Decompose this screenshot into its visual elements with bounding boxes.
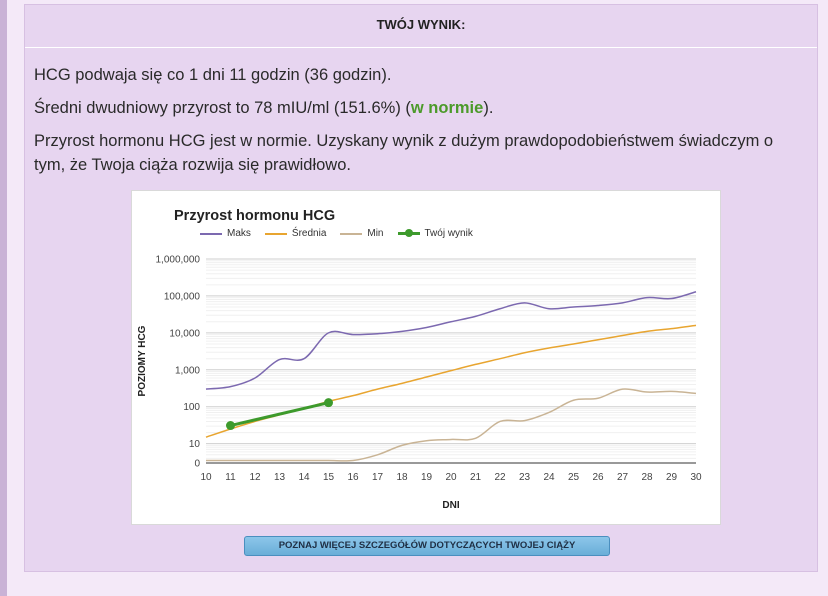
norm-status: w normie	[410, 99, 484, 117]
x-tick-label: 27	[617, 472, 629, 483]
average-increase-prefix: Średni dwudniowy przyrost to 78 mIU/ml (…	[34, 99, 411, 117]
x-tick-label: 17	[372, 472, 384, 483]
legend-label-your-result: Twój wynik	[424, 228, 473, 239]
x-tick-label: 30	[690, 472, 702, 483]
left-accent-bar	[0, 0, 7, 596]
y-tick-label: 1,000	[175, 365, 200, 376]
x-tick-label: 25	[568, 472, 580, 483]
legend-label-max: Maks	[227, 228, 251, 239]
x-tick-label: 14	[298, 472, 310, 483]
learn-more-button[interactable]: POZNAJ WIĘCEJ SZCZEGÓŁÓW DOTYCZĄCYCH TWO…	[244, 536, 610, 556]
legend-swatch-min	[340, 232, 363, 235]
x-axis-title: DNI	[442, 500, 459, 511]
x-tick-label: 19	[421, 472, 433, 483]
legend-item-max[interactable]: Maks	[200, 228, 251, 239]
divider	[25, 47, 817, 48]
x-tick-label: 28	[641, 472, 653, 483]
x-tick-label: 11	[225, 472, 236, 483]
legend-item-your-result[interactable]: Twój wynik	[397, 228, 473, 239]
average-increase-text: Średni dwudniowy przyrost to 78 mIU/ml (…	[34, 96, 797, 120]
x-tick-label: 16	[347, 472, 359, 483]
chart-title: Przyrost hormonu HCG	[174, 208, 336, 224]
legend-item-average[interactable]: Średnia	[264, 228, 327, 239]
x-tick-label: 26	[592, 472, 604, 483]
y-tick-label: 1,000,000	[156, 255, 201, 266]
series-point-your-result	[226, 421, 235, 431]
x-tick-label: 18	[396, 472, 408, 483]
series-line-max	[205, 291, 697, 390]
x-tick-label: 10	[200, 472, 212, 483]
series-point-your-result	[324, 398, 333, 408]
interpretation-text: Przyrost hormonu HCG jest w normie. Uzys…	[34, 132, 774, 174]
y-tick-label: 0	[194, 459, 200, 470]
legend-swatch-max	[200, 232, 222, 235]
result-panel: TWÓJ WYNIK: HCG podwaja się co 1 dni 11 …	[24, 4, 818, 572]
doubling-time-text: HCG podwaja się co 1 dni 11 godzin (36 g…	[34, 66, 392, 84]
average-increase-suffix: ).	[483, 99, 494, 117]
legend-swatch-average	[264, 232, 287, 235]
result-title: TWÓJ WYNIK:	[376, 17, 466, 32]
chart-legend: Maks Średnia Min Twój wynik	[200, 228, 487, 239]
x-tick-label: 22	[494, 472, 506, 483]
y-tick-label: 100	[183, 402, 200, 413]
x-tick-label: 23	[519, 472, 531, 483]
x-tick-label: 20	[445, 472, 457, 483]
series-line-your-result	[230, 401, 329, 427]
hcg-chart: Przyrost hormonu HCG Maks Średnia Min Tw…	[131, 190, 721, 525]
y-tick-label: 100,000	[164, 291, 201, 302]
x-tick-label: 15	[323, 472, 335, 483]
legend-swatch-your-result	[397, 229, 420, 237]
y-axis-title: POZIOMY HCG	[137, 325, 148, 396]
x-tick-label: 13	[274, 472, 286, 483]
legend-item-min[interactable]: Min	[340, 228, 384, 239]
series-line-min	[206, 388, 697, 462]
x-tick-label: 24	[543, 472, 555, 483]
y-tick-label: 10,000	[169, 328, 200, 339]
x-tick-label: 29	[666, 472, 678, 483]
x-tick-label: 12	[249, 472, 261, 483]
y-tick-label: 10	[189, 439, 201, 450]
x-tick-label: 21	[470, 472, 482, 483]
legend-label-min: Min	[367, 228, 384, 239]
legend-label-average: Średnia	[291, 228, 327, 239]
